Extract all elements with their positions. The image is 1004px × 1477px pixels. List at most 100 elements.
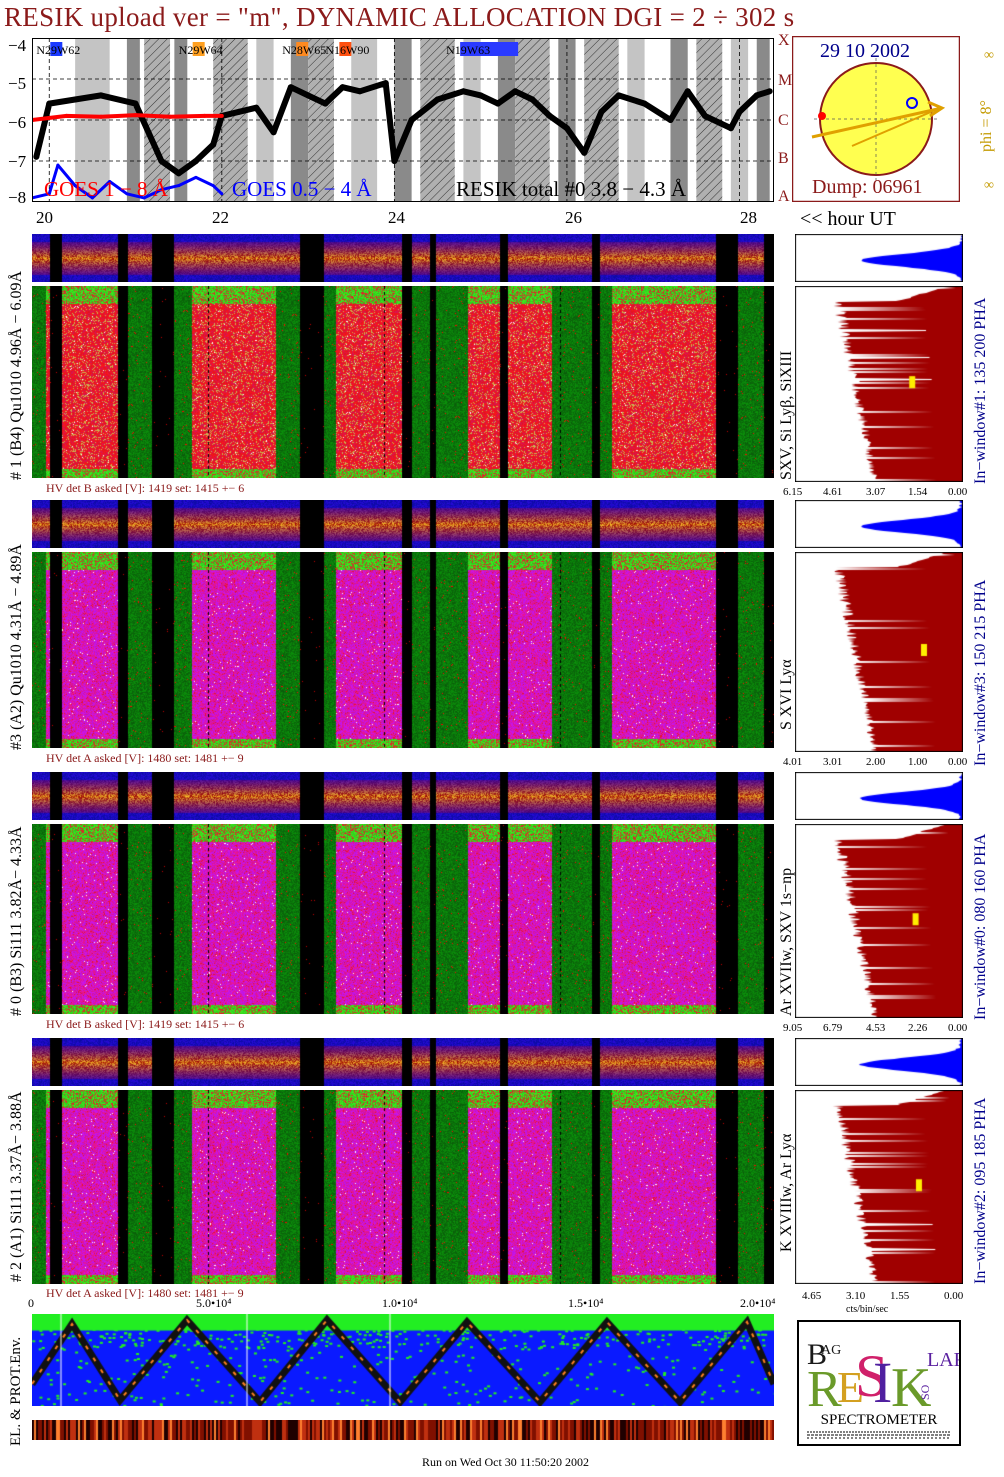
region-color-tag xyxy=(296,42,309,56)
data-point xyxy=(108,180,112,183)
svg-text:E: E xyxy=(837,1363,864,1412)
pha-tick: 6.79 xyxy=(823,1022,843,1034)
goes-class-label: A xyxy=(778,188,790,205)
channel-1-pha-histogram-top xyxy=(795,234,963,282)
data-point xyxy=(460,88,467,95)
data-point xyxy=(219,113,224,118)
pha-tick: 4.61 xyxy=(823,486,843,498)
channel-2-spectrogram xyxy=(32,1090,774,1284)
goes-lightcurve-plot: N29W62 N29W64 N28W65 N16W90 N19W63 GOES 1 − 8… xyxy=(32,38,774,202)
channel-3-window-label: In−window#3: 150 215 PHA xyxy=(972,579,989,766)
y-tick-label: −8 xyxy=(8,188,27,207)
y-tick-label: −6 xyxy=(8,113,27,132)
svg-text:I: I xyxy=(873,1350,892,1415)
region-color-tag xyxy=(192,42,205,56)
pha-tick: 9.05 xyxy=(783,1022,803,1034)
legend-goes-short: GOES 0.5 − 4 Å xyxy=(232,177,372,201)
particle-environment-strip-image xyxy=(32,1420,774,1440)
pha-tick: 3.01 xyxy=(823,756,843,768)
channel-3-pha-histogram-top xyxy=(795,500,963,548)
hour-tick-label: 22 xyxy=(212,208,229,227)
dump-number: Dump: 06961 xyxy=(812,176,923,198)
legend-goes-long: GOES 1 − 8 Å xyxy=(44,177,169,201)
data-point xyxy=(270,129,277,136)
data-point xyxy=(766,88,773,95)
data-point xyxy=(339,84,346,91)
infinity-bottom: ∞ xyxy=(984,178,994,193)
pha-tick: 6.15 xyxy=(783,486,803,498)
region-label: N29W62 xyxy=(36,43,80,57)
channel-1-strip-image xyxy=(32,234,774,282)
channel-0-spectrogram-image xyxy=(32,824,774,1014)
resik-logo-graphic: B AG R E S I K LAR SO SPECTROMETER xyxy=(803,1326,959,1440)
data-point xyxy=(701,112,708,119)
legend-resik: RESIK total #0 3.8 − 4.3 Å xyxy=(456,177,687,201)
channel-2-lines-label: K XVIIIw, Ar Lyα xyxy=(778,1133,795,1252)
pha-tick: 4.01 xyxy=(783,756,803,768)
data-point xyxy=(98,92,105,99)
channel-3-lines-label: S XVI Lyα xyxy=(778,659,795,730)
channel-1-spectrogram xyxy=(32,286,774,478)
particle-environment-plot xyxy=(32,1314,774,1406)
channel-2-pha-histogram xyxy=(795,1090,963,1284)
goes-lightcurve-panel: N29W62 N29W64 N28W65 N16W90 N19W63 GOES 1 − 8… xyxy=(32,38,774,202)
data-point xyxy=(753,92,760,99)
y-tick-label: −5 xyxy=(8,74,27,93)
pha-tick: 3.10 xyxy=(846,1290,866,1302)
data-point xyxy=(736,108,743,115)
hour-tick-label: 20 xyxy=(36,208,53,227)
channel-2-hv-label: HV det A asked [V]: 1480 set: 1481 +− 9 xyxy=(46,1286,244,1300)
env-x-tick: 5.0•10⁴ xyxy=(196,1296,232,1310)
data-point xyxy=(159,188,163,192)
pha-tick: 2.00 xyxy=(866,756,886,768)
pha-tick: 1.00 xyxy=(908,756,928,768)
channel-3-spectrogram-image xyxy=(32,552,774,748)
pha-tick: 0.00 xyxy=(948,756,968,768)
data-point xyxy=(47,192,51,196)
pha-tick: 1.55 xyxy=(890,1290,910,1302)
data-point xyxy=(434,96,441,103)
svg-text:SPECTROMETER: SPECTROMETER xyxy=(821,1412,938,1428)
pha-tick: 4.53 xyxy=(866,1022,886,1034)
data-point xyxy=(158,158,165,164)
channel-3-detector-label: #3 (A2) Qu1010 4.31Å − 4.89Å xyxy=(8,544,25,750)
channel-3-spectrogram xyxy=(32,552,774,748)
data-point xyxy=(641,100,648,107)
region-label: N16W90 xyxy=(325,43,369,57)
channel-3-pha-histogram-top-image xyxy=(795,500,963,548)
data-point xyxy=(56,163,60,167)
channel-0-hv-label: HV det B asked [V]: 1419 set: 1415 +− 6 xyxy=(46,1017,245,1031)
environment-label: EL. & PROT.Env. xyxy=(8,1336,24,1446)
data-point xyxy=(73,184,77,188)
pha-tick: 4.65 xyxy=(802,1290,822,1302)
data-point xyxy=(46,100,53,107)
data-point xyxy=(210,141,217,148)
data-point xyxy=(305,92,312,99)
pha-tick: 0.00 xyxy=(948,486,968,498)
data-point xyxy=(477,92,484,99)
channel-0-lines-label: Ar XVIIw, SXV 1s−np xyxy=(778,867,795,1016)
data-point xyxy=(142,196,146,200)
env-x-tick: 0 xyxy=(28,1296,34,1310)
data-point xyxy=(72,96,79,103)
channel-0-detector-label: # 0 (B3) Si111 3.82Å− 4.33Å xyxy=(8,826,25,1016)
data-point xyxy=(615,92,622,99)
data-point xyxy=(382,80,389,87)
channel-0-pha-histogram-top xyxy=(795,772,963,820)
goes-class-label: C xyxy=(778,112,789,129)
goes-class-label: B xyxy=(778,150,789,167)
region-label: N29W64 xyxy=(179,43,223,57)
data-point xyxy=(33,153,40,160)
svg-text:SO: SO xyxy=(918,1384,932,1400)
channel-2-strip-image xyxy=(32,1038,774,1086)
data-point xyxy=(391,158,398,164)
plot-frame xyxy=(32,38,774,202)
data-point xyxy=(684,88,691,95)
particle-environment-strip xyxy=(32,1420,774,1440)
data-point xyxy=(253,104,260,111)
channel-2-detector-label: # 2 (A1) Si111 3.37Å− 3.88Å xyxy=(8,1091,25,1283)
channel-1-pha-histogram xyxy=(795,286,963,482)
data-point xyxy=(494,100,501,107)
data-point xyxy=(220,192,224,196)
data-point xyxy=(202,113,207,118)
